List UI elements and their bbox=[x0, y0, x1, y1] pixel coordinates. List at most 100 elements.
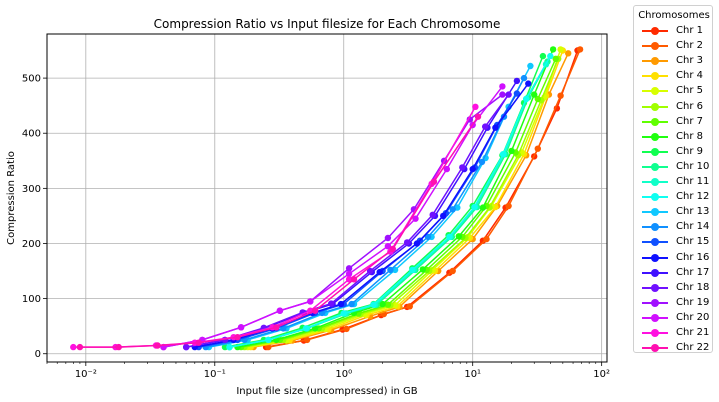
legend-item: Chr 7 bbox=[640, 115, 714, 129]
legend-marker bbox=[651, 102, 659, 111]
data-point bbox=[527, 62, 534, 70]
legend-marker bbox=[651, 313, 659, 322]
legend-title: Chromosomes bbox=[638, 10, 710, 21]
data-point bbox=[379, 300, 386, 308]
data-point bbox=[384, 301, 392, 308]
y-tick-label: 0 bbox=[35, 349, 41, 360]
data-point bbox=[276, 307, 284, 314]
data-point bbox=[413, 240, 421, 247]
data-point bbox=[387, 266, 394, 274]
legend-label: Chr 17 bbox=[676, 266, 710, 278]
plot-area-background bbox=[47, 34, 607, 362]
legend-item: Chr 16 bbox=[640, 251, 714, 265]
legend-label: Chr 4 bbox=[676, 70, 703, 82]
legend-item: Chr 8 bbox=[640, 130, 714, 144]
legend-marker bbox=[651, 147, 659, 156]
data-point bbox=[449, 206, 456, 213]
legend-item: Chr 13 bbox=[640, 205, 714, 219]
data-point bbox=[513, 90, 521, 97]
data-point bbox=[523, 95, 530, 103]
legend-marker bbox=[651, 223, 659, 232]
data-point bbox=[443, 165, 450, 173]
data-point bbox=[430, 178, 438, 185]
legend-label: Chr 3 bbox=[676, 55, 703, 67]
data-point bbox=[384, 234, 392, 242]
data-point bbox=[534, 95, 541, 103]
data-point bbox=[350, 276, 358, 283]
legend-label: Chr 22 bbox=[676, 342, 710, 354]
data-point bbox=[409, 266, 416, 274]
data-point bbox=[459, 164, 466, 171]
legend-marker bbox=[651, 344, 659, 353]
legend-item: Chr 22 bbox=[640, 341, 714, 355]
data-point bbox=[440, 212, 447, 220]
data-point bbox=[406, 303, 413, 310]
series-group bbox=[202, 74, 528, 351]
legend-label: Chr 2 bbox=[676, 40, 703, 52]
data-point bbox=[237, 324, 245, 331]
data-point bbox=[195, 339, 202, 346]
data-point bbox=[472, 103, 479, 111]
data-point bbox=[328, 300, 335, 307]
legend-label: Chr 15 bbox=[676, 236, 710, 248]
legend-item: Chr 21 bbox=[640, 326, 714, 340]
y-axis-label: Compression Ratio bbox=[6, 151, 17, 245]
data-point bbox=[337, 300, 345, 308]
legend-marker bbox=[651, 132, 659, 141]
data-point bbox=[391, 302, 399, 309]
data-point bbox=[499, 91, 506, 98]
legend-marker bbox=[651, 193, 659, 202]
data-point bbox=[552, 55, 559, 62]
legend-item: Chr 6 bbox=[640, 100, 714, 114]
legend-marker bbox=[651, 238, 659, 247]
data-point bbox=[471, 203, 478, 211]
legend-label: Chr 7 bbox=[676, 115, 703, 127]
data-point bbox=[549, 46, 557, 53]
series-group bbox=[226, 52, 554, 351]
data-point bbox=[376, 268, 383, 276]
data-point bbox=[115, 343, 122, 351]
legend-label: Chr 8 bbox=[676, 130, 703, 142]
series-layer bbox=[70, 46, 584, 351]
data-point bbox=[466, 116, 473, 123]
legend-marker bbox=[651, 42, 659, 51]
legend-label: Chr 12 bbox=[676, 191, 710, 203]
series-group bbox=[265, 46, 584, 351]
data-point bbox=[366, 267, 374, 275]
legend-item: Chr 18 bbox=[640, 281, 714, 295]
data-point bbox=[446, 233, 453, 241]
data-point bbox=[76, 343, 84, 351]
legend-item: Chr 17 bbox=[640, 266, 714, 280]
legend-marker bbox=[651, 329, 659, 337]
legend-item: Chr 1 bbox=[640, 24, 714, 38]
data-point bbox=[483, 235, 490, 243]
legend-item: Chr 14 bbox=[640, 220, 714, 234]
data-point bbox=[469, 165, 476, 173]
legend-item: Chr 2 bbox=[640, 39, 714, 53]
data-point bbox=[531, 91, 538, 98]
x-tick-label: 10⁻¹ bbox=[204, 369, 226, 380]
data-point bbox=[221, 343, 229, 351]
legend-label: Chr 1 bbox=[676, 25, 703, 36]
data-point bbox=[424, 233, 432, 241]
data-point bbox=[508, 147, 515, 155]
data-point bbox=[183, 343, 190, 351]
legend-label: Chr 18 bbox=[676, 281, 710, 293]
data-point bbox=[547, 52, 554, 60]
data-point bbox=[345, 265, 353, 272]
legend-marker bbox=[651, 57, 659, 66]
data-point bbox=[391, 266, 399, 274]
legend-marker bbox=[651, 283, 659, 292]
data-point bbox=[348, 300, 355, 308]
legend-item: Chr 20 bbox=[640, 311, 714, 325]
data-point bbox=[226, 343, 233, 351]
data-point bbox=[505, 202, 512, 210]
legend-label: Chr 19 bbox=[676, 296, 710, 308]
data-point bbox=[234, 334, 241, 341]
legend-label: Chr 21 bbox=[676, 327, 710, 338]
data-point bbox=[403, 239, 411, 246]
series-group bbox=[76, 113, 482, 351]
data-point bbox=[557, 46, 564, 53]
data-point bbox=[565, 50, 572, 57]
data-point bbox=[499, 151, 507, 158]
